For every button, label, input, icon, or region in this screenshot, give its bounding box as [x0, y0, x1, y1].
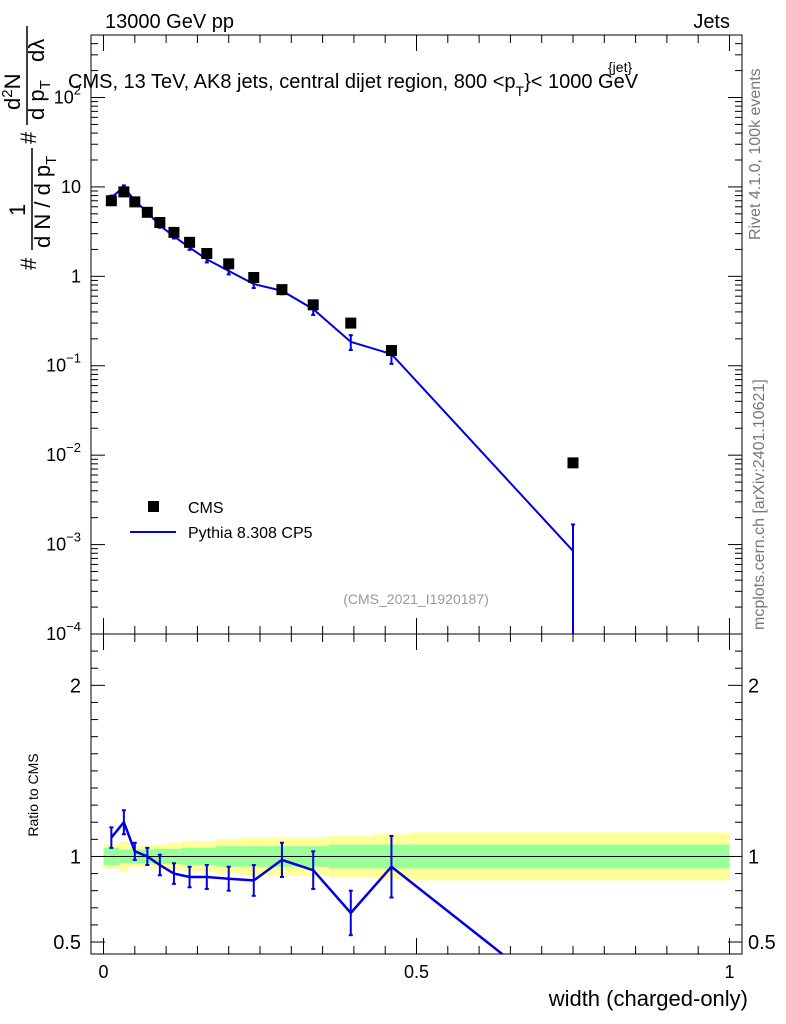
ratio-bands-layer: [103, 832, 730, 881]
ylabel-one: 1: [5, 204, 30, 216]
main-ytick-label-exp: −2: [66, 440, 81, 455]
plot-title-sub: T: [516, 83, 525, 99]
main-ytick-label-exp: −3: [66, 530, 81, 545]
energy-label: 13000 GeV pp: [105, 11, 234, 33]
plot-title-sup: {jet}: [608, 59, 632, 75]
mcplots-label: mcplots.cern.ch [arXiv:2401.10621]: [751, 379, 768, 630]
main-ytick-label-exp: −1: [66, 351, 81, 366]
plot-title-main: CMS, 13 TeV, AK8 jets, central dijet reg…: [68, 71, 516, 93]
main-ytick-label-base: 1: [71, 266, 81, 286]
ylabel-d2N-N: N: [0, 74, 25, 90]
main-ytick-label: 102: [54, 82, 81, 107]
xtick-label: 0: [99, 962, 109, 982]
main-ylabel: # 1 d N / d pT # d2N d pT dλ: [0, 26, 60, 270]
ratio-ytick-label-right: 0.5: [748, 932, 776, 954]
main-ytick-label-base: 10: [54, 87, 74, 107]
ratio-ytick-label: 2: [70, 675, 81, 697]
cms-data-point: [276, 284, 288, 296]
cms-data-point: [248, 272, 260, 284]
cms-data-point: [567, 457, 579, 469]
main-ytick-label: 10−2: [46, 440, 81, 465]
ylabel-dN-main: d N / d p: [30, 165, 55, 248]
main-ytick-label-base: 10: [46, 624, 66, 644]
ylabel-dN-sub: T: [43, 156, 60, 165]
main-ytick-label-base: 10: [61, 177, 81, 197]
ratio-ylabel: Ratio to CMS: [25, 753, 41, 836]
main-plot-frame: [90, 34, 743, 635]
cms-data-point: [307, 299, 319, 311]
legend-data-label: CMS: [188, 500, 224, 517]
main-ytick-label: 1: [71, 266, 81, 286]
ratio-ytick-label-right: 1: [748, 846, 759, 868]
rivet-version-label: Rivet 4.1.0, 100k events: [747, 68, 764, 240]
cms-data-point: [168, 226, 180, 238]
xtick-label: 1: [724, 962, 734, 982]
plot-title-end: }< 1000 GeV: [524, 71, 639, 93]
main-ytick-label: 10−4: [46, 619, 81, 644]
cms-data-point: [201, 248, 213, 260]
cms-data-point: [184, 236, 196, 248]
cms-data-point: [141, 206, 153, 218]
data-layer: [105, 184, 579, 954]
main-ytick-label-exp: −4: [66, 619, 81, 634]
analysis-id-label: (CMS_2021_I1920187): [343, 591, 489, 607]
cms-data-point: [154, 216, 166, 228]
ylabel-dpT-main: d p: [24, 89, 49, 120]
ylabel-d2N-sup: 2: [0, 89, 16, 97]
ratio-ytick-label: 0.5: [53, 932, 81, 954]
main-ytick-label-base: 10: [46, 535, 66, 555]
process-label: Jets: [693, 11, 730, 33]
legend-data-marker: [148, 501, 159, 512]
ylabel-d2N: d2N: [0, 74, 25, 110]
plot-title: CMS, 13 TeV, AK8 jets, central dijet reg…: [68, 71, 639, 99]
main-ytick-label: 10−1: [46, 351, 81, 376]
cms-data-point: [129, 196, 141, 208]
cms-data-point: [223, 258, 235, 270]
ratio-series-group: [109, 809, 505, 954]
legend: CMS Pythia 8.308 CP5: [130, 500, 313, 542]
main-ytick-label: 10−3: [46, 530, 81, 555]
cms-data-point: [385, 345, 397, 357]
ylabel-dpT: d pT: [24, 80, 54, 120]
ratio-ytick-label: 1: [70, 846, 81, 868]
ylabel-hash2: #: [16, 131, 41, 144]
ylabel-dpT-sub: T: [37, 80, 54, 89]
cms-data-point: [345, 317, 357, 329]
frames-layer: [90, 34, 743, 955]
ylabel-hash1: #: [16, 257, 41, 270]
main-ytick-label: 10: [61, 177, 81, 197]
xaxis-label: width (charged-only): [548, 986, 748, 1011]
ylabel-dN: d N / d pT: [30, 156, 60, 248]
xtick-label: 0.5: [404, 962, 429, 982]
ratio-ytick-label-right: 2: [748, 675, 759, 697]
ylabel-d2N-d: d: [0, 98, 25, 110]
cms-data-point: [118, 186, 130, 198]
ylabel-dlambda: dλ: [24, 39, 49, 62]
ratio-plot-frame: [90, 633, 743, 955]
cms-data-point: [105, 195, 117, 207]
main-ytick-label-base: 10: [46, 445, 66, 465]
mc-series-line: [110, 185, 574, 552]
main-ytick-label-base: 10: [46, 356, 66, 376]
main-ytick-label-exp: 2: [74, 82, 81, 97]
legend-mc-label: Pythia 8.308 CP5: [188, 525, 313, 542]
